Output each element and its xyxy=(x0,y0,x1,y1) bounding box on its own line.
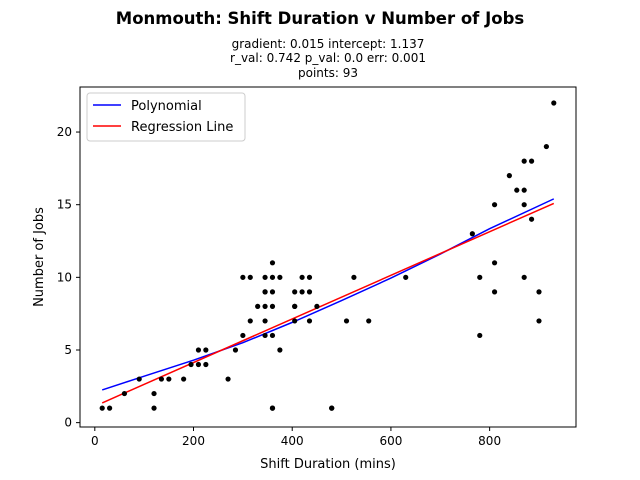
scatter-point xyxy=(181,376,187,382)
scatter-point xyxy=(262,303,268,309)
x-tick-label: 600 xyxy=(379,434,402,448)
scatter-point xyxy=(306,318,313,324)
scatter-point xyxy=(195,347,202,353)
scatter-point xyxy=(188,361,194,368)
scatter-point xyxy=(269,332,276,339)
scatter-point xyxy=(203,361,209,368)
scatter-point xyxy=(269,274,276,280)
scatter-point xyxy=(225,376,231,382)
scatter-point xyxy=(166,376,172,382)
scatter-point xyxy=(528,216,535,222)
y-tick-label: 20 xyxy=(57,125,72,139)
scatter-point xyxy=(521,187,527,193)
scatter-point xyxy=(292,289,298,295)
scatter-point xyxy=(491,260,498,266)
scatter-point xyxy=(299,274,305,280)
scatter-point xyxy=(262,289,268,295)
scatter-point xyxy=(269,289,276,295)
scatter-point xyxy=(262,332,268,339)
scatter-point xyxy=(107,405,113,411)
scatter-point xyxy=(247,274,253,280)
scatter-point xyxy=(255,303,261,309)
scatter-point xyxy=(151,405,157,411)
legend-box xyxy=(86,92,246,142)
x-tick-label: 800 xyxy=(478,434,501,448)
scatter-point xyxy=(262,318,268,324)
scatter-point xyxy=(351,274,357,280)
scatter-point xyxy=(240,274,246,280)
scatter-point xyxy=(329,405,335,411)
scatter-point xyxy=(195,361,202,368)
legend-regression-label: Regression Line xyxy=(131,120,233,135)
regression-line xyxy=(101,202,555,404)
polynomial-line xyxy=(101,198,555,391)
scatter-point xyxy=(99,405,105,411)
scatter-point xyxy=(269,303,276,309)
scatter-point xyxy=(536,318,542,324)
scatter-point xyxy=(551,100,557,106)
legend-polynomial-label: Polynomial xyxy=(131,99,202,114)
scatter-point xyxy=(269,260,276,266)
scatter-point xyxy=(292,318,298,324)
scatter-point xyxy=(506,173,512,179)
scatter-point xyxy=(158,376,165,382)
scatter-point xyxy=(269,405,276,411)
scatter-point xyxy=(536,289,542,295)
scatter-point xyxy=(491,289,498,295)
scatter-point xyxy=(521,274,527,280)
scatter-point xyxy=(240,332,246,339)
scatter-point xyxy=(469,231,475,237)
scatter-point xyxy=(277,274,283,280)
scatter-point xyxy=(292,303,298,309)
scatter-point xyxy=(521,202,527,208)
y-tick-label: 0 xyxy=(64,416,72,430)
scatter-point xyxy=(343,318,350,324)
scatter-point xyxy=(299,289,305,295)
y-tick-label: 5 xyxy=(64,343,72,357)
stats-line-3: points: 93 xyxy=(298,66,358,80)
plot-frame xyxy=(79,86,577,428)
scatter-point xyxy=(247,318,253,324)
legend: Polynomial Regression Line xyxy=(86,92,246,142)
scatter-point xyxy=(151,390,157,397)
scatter-point xyxy=(121,390,128,397)
chart-title: Monmouth: Shift Duration v Number of Job… xyxy=(116,9,525,28)
x-tick-label: 0 xyxy=(91,434,99,448)
scatter-point xyxy=(366,318,372,324)
scatter-point xyxy=(521,158,527,164)
stats-line-1: gradient: 0.015 intercept: 1.137 xyxy=(232,37,425,51)
scatter-point xyxy=(491,202,498,208)
scatter-point xyxy=(262,274,268,280)
y-tick-label: 15 xyxy=(57,198,72,212)
scatter-point xyxy=(306,274,313,280)
scatter-point xyxy=(403,274,409,280)
scatter-point xyxy=(314,303,320,309)
x-tick-label: 400 xyxy=(281,434,304,448)
scatter-point xyxy=(232,347,239,353)
stats-line-2: r_val: 0.742 p_val: 0.0 err: 0.001 xyxy=(230,51,426,65)
scatter-point xyxy=(136,376,142,382)
y-tick-label: 10 xyxy=(57,270,72,284)
scatter-point xyxy=(277,347,283,353)
scatter-point xyxy=(543,143,549,150)
scatter-point xyxy=(203,347,209,353)
scatter-point xyxy=(528,158,535,164)
marks-layer xyxy=(99,100,557,411)
scatter-point xyxy=(477,332,483,339)
y-axis-label: Number of Jobs xyxy=(32,207,47,307)
ticks-layer: 0 200 400 600 800 0 5 10 15 20 xyxy=(57,125,501,448)
scatter-point xyxy=(514,187,520,193)
scatter-point xyxy=(477,274,483,280)
scatter-point xyxy=(306,289,313,295)
x-axis-label: Shift Duration (mins) xyxy=(260,457,396,472)
x-tick-label: 200 xyxy=(182,434,205,448)
